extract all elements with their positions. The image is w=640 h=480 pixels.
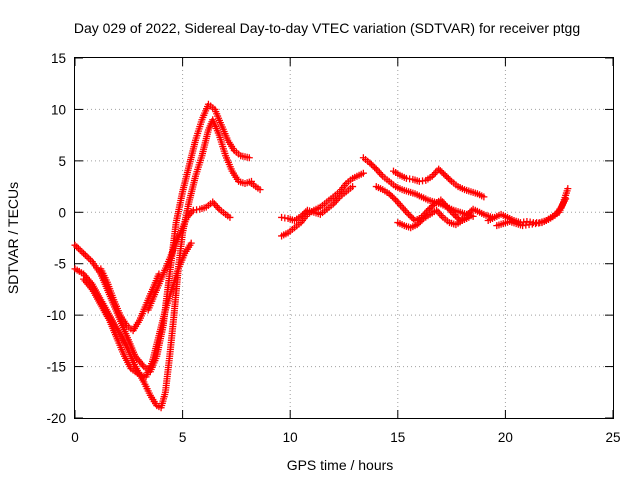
x-tick-label: 20 bbox=[498, 430, 513, 445]
data-point bbox=[415, 219, 423, 227]
data-point bbox=[429, 202, 437, 210]
data-point bbox=[466, 208, 474, 216]
data-point bbox=[418, 216, 426, 224]
data-point bbox=[187, 239, 195, 247]
y-tick-label: 10 bbox=[51, 102, 66, 117]
data-point bbox=[366, 159, 374, 167]
data-point bbox=[388, 193, 396, 201]
data-point bbox=[387, 191, 395, 199]
data-point bbox=[564, 185, 572, 193]
y-tick-label: 15 bbox=[51, 51, 66, 66]
data-point bbox=[256, 186, 264, 194]
y-axis-label: SDTVAR / TECUs bbox=[5, 182, 21, 294]
data-point bbox=[297, 212, 305, 220]
data-point bbox=[302, 208, 310, 216]
data-point bbox=[469, 212, 477, 220]
data-point bbox=[436, 167, 444, 175]
data-point bbox=[245, 154, 253, 162]
data-point bbox=[371, 164, 379, 172]
data-point bbox=[385, 190, 393, 198]
data-point bbox=[369, 162, 377, 170]
data-point bbox=[408, 213, 416, 221]
x-tick-label: 0 bbox=[71, 430, 79, 445]
y-tick-label: 5 bbox=[58, 154, 66, 169]
data-point bbox=[390, 194, 398, 202]
y-tick-label: -10 bbox=[46, 308, 66, 323]
x-tick-label: 15 bbox=[390, 430, 405, 445]
data-point bbox=[405, 210, 413, 218]
data-point bbox=[441, 171, 449, 179]
data-point bbox=[299, 211, 307, 219]
x-tick-label: 10 bbox=[283, 430, 298, 445]
data-point bbox=[453, 213, 461, 221]
data-point bbox=[440, 170, 448, 178]
axis-ticks: 0 5 10 15 20 25 -20 -15 -10 -5 0 5 10 15 bbox=[46, 51, 620, 445]
data-point bbox=[300, 209, 308, 217]
data-point bbox=[465, 213, 473, 221]
data-point bbox=[446, 176, 454, 184]
data-point bbox=[349, 183, 357, 191]
data-markers bbox=[71, 100, 572, 412]
y-tick-label: -15 bbox=[46, 360, 66, 375]
data-point bbox=[226, 213, 234, 221]
y-tick-label: 0 bbox=[58, 205, 66, 220]
data-point bbox=[435, 165, 443, 173]
data-point bbox=[413, 221, 421, 229]
x-tick-label: 5 bbox=[179, 430, 187, 445]
data-point bbox=[406, 212, 414, 220]
x-axis-label: GPS time / hours bbox=[287, 457, 394, 473]
data-point bbox=[443, 173, 451, 181]
data-point bbox=[451, 212, 459, 220]
data-point bbox=[438, 168, 446, 176]
data-point bbox=[427, 203, 435, 211]
data-point bbox=[480, 193, 488, 201]
data-point bbox=[562, 195, 570, 203]
data-point bbox=[444, 174, 452, 182]
y-tick-label: -20 bbox=[46, 411, 66, 426]
x-tick-label: 25 bbox=[605, 430, 620, 445]
plot-frame bbox=[74, 57, 614, 419]
data-point bbox=[359, 169, 367, 177]
gridlines bbox=[75, 58, 613, 418]
y-tick-label: -5 bbox=[54, 257, 66, 272]
chart-title: Day 029 of 2022, Sidereal Day-to-day VTE… bbox=[74, 20, 580, 36]
data-point bbox=[450, 210, 458, 218]
data-point bbox=[416, 218, 424, 226]
data-point bbox=[367, 160, 375, 168]
